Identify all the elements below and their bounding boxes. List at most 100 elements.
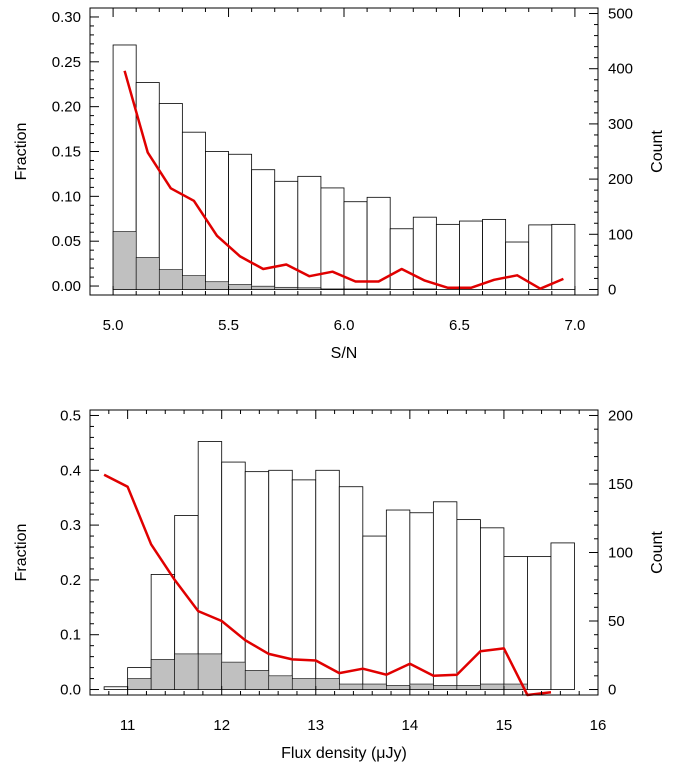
sn-count-bar (366, 196, 391, 290)
sn-count-bar (158, 103, 183, 290)
flux-shaded-bar (291, 678, 317, 690)
flux-fraction-line (103, 473, 552, 697)
flux-x-tick-label: 15 (496, 717, 513, 734)
sn-right-y-tick-label: 0 (608, 281, 616, 298)
sn-left-y-tick-label: 0.05 (52, 233, 81, 250)
flux-shaded-bar (456, 685, 481, 690)
sn-left-axis-label: Fraction (13, 123, 30, 181)
flux-shaded-bar (480, 683, 505, 690)
sn-ticks (89, 7, 599, 296)
chart-flux: 11 12 13 14 15 16 0.0 0.1 0.2 0.3 0.4 0.5 0 50 100 150 2… (13, 407, 666, 762)
sn-shaded-bar (112, 231, 137, 290)
sn-right-y-tick-label: 200 (608, 171, 633, 188)
flux-x-axis-label: Flux density (μJy) (281, 745, 407, 762)
flux-x-tick-label: 16 (590, 717, 607, 734)
sn-left-y-tick-label: 0.30 (52, 9, 81, 26)
flux-x-tick-label: 14 (402, 717, 419, 734)
sn-shaded-bar (228, 284, 252, 290)
flux-count-bar (291, 479, 317, 690)
flux-count-bar (409, 512, 434, 690)
sn-count-bar (551, 223, 576, 290)
sn-shaded-bar (205, 281, 229, 290)
sn-right-y-tick-label: 300 (608, 116, 633, 133)
chart-sn: 5.0 5.5 6.0 6.5 7.0 0.00 0.05 0.10 0.15 0.20 0.25 0… (13, 6, 666, 362)
sn-count-bar (343, 201, 368, 290)
sn-left-y-tick-label: 0.25 (52, 54, 81, 71)
flux-count-bar (527, 556, 552, 690)
flux-shaded-bar (127, 678, 152, 690)
sn-count-bar (505, 241, 530, 290)
flux-shaded-bar (338, 683, 364, 690)
flux-right-axis-label: Count (649, 531, 666, 574)
flux-count-bar (244, 471, 270, 690)
sn-left-y-tick-label: 0.00 (52, 278, 81, 295)
flux-count-bar (385, 509, 411, 690)
flux-count-bar (103, 686, 129, 690)
sn-count-bars (112, 44, 576, 290)
sn-shaded-bar (251, 285, 276, 290)
flux-right-y-tick-label: 200 (608, 407, 633, 424)
flux-shaded-bar (244, 670, 270, 690)
flux-left-y-tick-label: 0.0 (60, 682, 81, 699)
sn-count-bar (412, 216, 437, 290)
sn-shaded-bar (343, 288, 368, 290)
flux-count-bars (103, 441, 575, 690)
sn-shaded-bar (135, 257, 160, 290)
flux-count-bar (197, 441, 223, 690)
sn-x-tick-label: 7.0 (564, 317, 585, 334)
flux-count-bar (315, 469, 340, 690)
sn-count-bar (228, 153, 253, 290)
sn-fraction-line (123, 70, 564, 290)
flux-right-y-tick-label: 150 (608, 476, 633, 493)
flux-left-y-tick-label: 0.3 (60, 517, 81, 534)
flux-left-y-tick-label: 0.4 (60, 462, 81, 479)
flux-count-bar (432, 501, 458, 690)
sn-shaded-bar (366, 288, 391, 290)
flux-count-bar (480, 527, 505, 690)
sn-tick-labels: 5.0 5.5 6.0 6.5 7.0 0.00 0.05 0.10 0.15 0.20 0.25 0… (52, 6, 633, 334)
flux-shaded-bar (362, 683, 387, 690)
sn-count-bar (528, 224, 553, 290)
flux-right-y-tick-label: 0 (608, 682, 616, 699)
flux-shaded-bar (221, 661, 246, 690)
flux-count-bar (338, 486, 364, 690)
sn-left-y-tick-label: 0.10 (52, 188, 81, 205)
sn-left-y-tick-label: 0.15 (52, 144, 81, 161)
flux-count-bar (221, 461, 246, 690)
flux-shaded-bar (386, 685, 411, 690)
sn-shaded-bar (297, 287, 322, 290)
flux-left-y-tick-label: 0.2 (60, 572, 81, 589)
sn-shaded-bar (274, 286, 299, 290)
sn-x-tick-label: 5.0 (103, 317, 124, 334)
sn-count-bar (389, 228, 414, 290)
sn-shaded-bar (182, 275, 206, 290)
flux-right-y-tick-label: 100 (608, 545, 633, 562)
flux-left-y-tick-label: 0.5 (60, 407, 81, 424)
sn-shaded-bars (112, 231, 437, 290)
flux-shaded-bar (268, 675, 293, 690)
sn-shaded-bar (412, 288, 437, 290)
flux-shaded-bar (409, 683, 434, 690)
flux-x-tick-label: 12 (213, 717, 230, 734)
sn-x-tick-label: 6.5 (449, 317, 470, 334)
sn-count-bar (274, 180, 299, 290)
sn-right-y-tick-label: 100 (608, 226, 633, 243)
sn-x-axis-label: S/N (331, 345, 358, 362)
flux-shaded-bar (315, 678, 340, 690)
flux-x-tick-label: 11 (120, 717, 136, 734)
flux-ticks (89, 410, 599, 695)
flux-left-y-tick-label: 0.1 (60, 627, 81, 644)
sn-right-axis-label: Count (649, 130, 666, 173)
flux-x-tick-label: 13 (307, 717, 324, 734)
flux-count-bar (362, 535, 387, 690)
sn-x-tick-label: 6.0 (334, 317, 355, 334)
flux-left-axis-label: Fraction (13, 524, 30, 582)
sn-shaded-bar (158, 269, 183, 290)
sn-count-bar (205, 151, 229, 290)
sn-right-y-tick-label: 400 (608, 61, 633, 78)
sn-count-bar (435, 223, 460, 290)
flux-tick-labels: 11 12 13 14 15 16 0.0 0.1 0.2 0.3 0.4 0.5 0 50 100 150 2… (60, 407, 633, 734)
sn-count-bar (459, 220, 483, 290)
